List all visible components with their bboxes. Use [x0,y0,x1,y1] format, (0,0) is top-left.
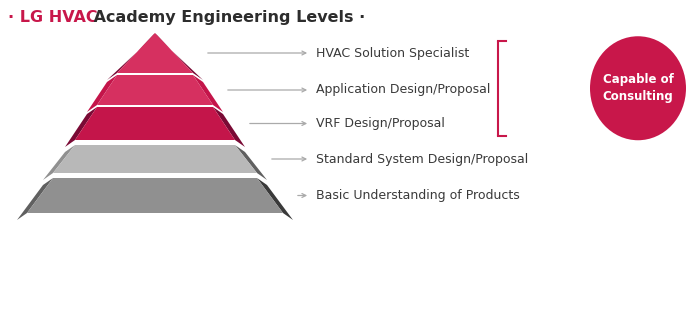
Polygon shape [65,107,97,147]
Polygon shape [17,178,53,220]
Polygon shape [213,107,245,147]
Polygon shape [87,75,117,112]
Polygon shape [75,107,235,140]
Polygon shape [117,33,193,73]
Polygon shape [155,33,203,80]
Polygon shape [97,75,213,105]
Text: Basic Understanding of Products: Basic Understanding of Products [316,189,520,202]
Text: Capable of
Consulting: Capable of Consulting [602,73,673,103]
Text: VRF Design/Proposal: VRF Design/Proposal [316,117,445,130]
Ellipse shape [590,36,686,140]
Polygon shape [257,178,293,220]
Polygon shape [53,145,257,173]
Text: HVAC Solution Specialist: HVAC Solution Specialist [316,46,469,59]
Polygon shape [107,33,155,80]
Polygon shape [193,75,223,112]
Polygon shape [43,145,75,180]
Text: Application Design/Proposal: Application Design/Proposal [316,84,491,96]
Polygon shape [27,178,283,213]
Text: Standard System Design/Proposal: Standard System Design/Proposal [316,153,529,165]
Text: · LG HVAC: · LG HVAC [8,10,97,25]
Polygon shape [235,145,267,180]
Text: Academy Engineering Levels ·: Academy Engineering Levels · [88,10,365,25]
